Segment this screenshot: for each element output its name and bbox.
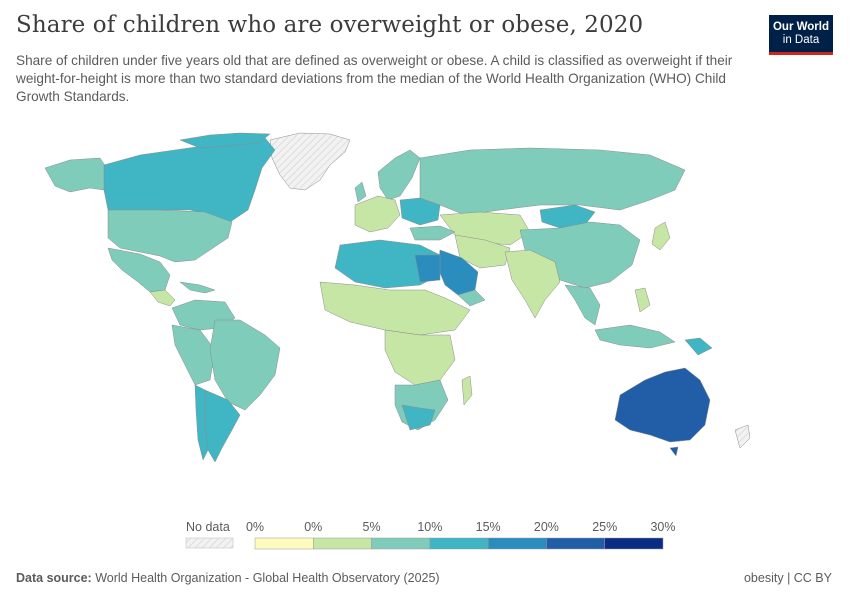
region-brazil[interactable] <box>209 319 281 411</box>
region-alaska[interactable] <box>44 157 109 193</box>
world-map <box>44 132 751 463</box>
legend-tick-7: 30% <box>650 520 675 534</box>
region-central-africa[interactable] <box>384 329 456 386</box>
region-papua-new-guinea[interactable] <box>684 337 713 356</box>
region-south-africa[interactable] <box>401 404 436 431</box>
legend-tick-6: 25% <box>592 520 617 534</box>
region-arctic-islands[interactable] <box>179 132 271 149</box>
legend: No data 0% 0% 5% 10% 15% 20% 25% 30% <box>185 520 676 550</box>
footer-source: Data source: World Health Organization -… <box>16 571 440 585</box>
legend-tick-2: 5% <box>363 520 381 534</box>
footer-source-label: Data source: <box>16 571 92 585</box>
region-greenland[interactable] <box>269 132 351 191</box>
footer-source-text[interactable]: World Health Organization - Global Healt… <box>95 571 440 585</box>
region-scandinavia[interactable] <box>377 149 421 201</box>
region-australia[interactable] <box>614 367 711 443</box>
legend-bin-0[interactable] <box>254 537 314 550</box>
legend-bin-3[interactable] <box>429 537 489 550</box>
chart-title: Share of children who are overweight or … <box>16 12 644 38</box>
footer-slug[interactable]: obesity | CC BY <box>743 571 832 585</box>
logo-line-1: Our World <box>772 20 829 33</box>
legend-tick-0: 0% <box>246 520 264 534</box>
region-indonesia[interactable] <box>594 324 676 349</box>
region-caribbean[interactable] <box>179 281 216 294</box>
legend-tick-1: 0% <box>304 520 322 534</box>
region-western-europe[interactable] <box>354 195 401 233</box>
region-madagascar[interactable] <box>461 375 473 406</box>
region-turkey[interactable] <box>409 225 456 241</box>
legend-tick-5: 20% <box>534 520 559 534</box>
region-sahel[interactable] <box>319 281 471 336</box>
region-new-zealand[interactable] <box>734 424 751 449</box>
region-tasmania[interactable] <box>669 446 679 457</box>
region-india[interactable] <box>504 249 561 319</box>
legend-tick-3: 10% <box>417 520 442 534</box>
legend-bin-2[interactable] <box>371 537 431 550</box>
legend-tick-labels: 0% 0% 5% 10% 15% 20% 25% 30% <box>246 520 676 534</box>
legend-color-bins <box>254 537 664 550</box>
legend-bin-6[interactable] <box>604 537 664 550</box>
region-usa[interactable] <box>107 209 233 263</box>
legend-bin-1[interactable] <box>313 537 372 550</box>
region-egypt[interactable] <box>414 254 441 283</box>
owid-logo[interactable]: Our World in Data <box>769 15 833 55</box>
region-peru-bolivia[interactable] <box>171 324 216 386</box>
legend-no-data-label: No data <box>186 520 230 534</box>
region-uk[interactable] <box>354 181 367 203</box>
region-philippines[interactable] <box>634 287 651 313</box>
legend-bin-4[interactable] <box>487 537 547 550</box>
legend-tick-4: 15% <box>476 520 501 534</box>
region-southeast-asia[interactable] <box>564 284 601 326</box>
legend-bin-5[interactable] <box>546 537 605 550</box>
region-canada[interactable] <box>103 137 276 223</box>
region-central-america[interactable] <box>149 289 176 307</box>
region-arabian-peninsula-south[interactable] <box>457 289 486 307</box>
chart-subtitle: Share of children under five years old t… <box>16 53 733 104</box>
logo-line-2: in Data <box>782 33 820 46</box>
region-russia[interactable] <box>419 147 686 216</box>
region-chile[interactable] <box>194 384 209 461</box>
region-japan[interactable] <box>651 221 671 251</box>
legend-no-data-swatch[interactable] <box>185 537 234 549</box>
